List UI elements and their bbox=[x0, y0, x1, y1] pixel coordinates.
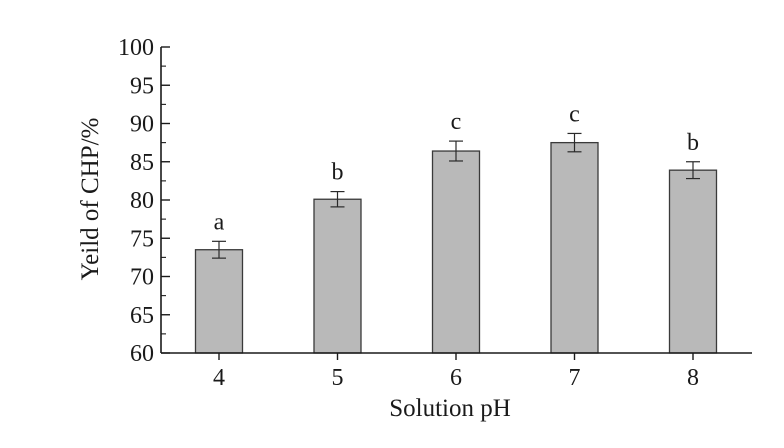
significance-label: b bbox=[332, 160, 344, 186]
significance-label: c bbox=[451, 109, 462, 135]
y-tick-label: 80 bbox=[130, 188, 154, 214]
y-tick-label: 85 bbox=[130, 150, 154, 176]
x-tick-label: 7 bbox=[569, 365, 581, 391]
y-axis-title: Yeild of CHP/% bbox=[77, 118, 104, 281]
x-tick-label: 6 bbox=[450, 365, 462, 391]
significance-label: b bbox=[687, 130, 699, 156]
x-tick-label: 8 bbox=[687, 365, 699, 391]
x-tick-label: 5 bbox=[332, 365, 344, 391]
bar bbox=[550, 141, 599, 354]
significance-label: a bbox=[214, 209, 225, 235]
y-tick-label: 70 bbox=[130, 265, 154, 291]
y-tick-label: 65 bbox=[130, 303, 154, 329]
x-axis-title: Solution pH bbox=[389, 395, 511, 422]
error-bars bbox=[212, 132, 700, 259]
x-axis-ticks: 4 5 6 7 8 bbox=[213, 353, 699, 391]
y-tick-label: 90 bbox=[130, 112, 154, 138]
significance-label: c bbox=[569, 101, 580, 127]
y-tick-label: 100 bbox=[118, 35, 154, 61]
bar bbox=[668, 169, 718, 354]
bar bbox=[194, 249, 244, 354]
y-tick-label: 60 bbox=[130, 341, 154, 367]
significance-labels: a b c c b bbox=[214, 101, 699, 235]
y-tick-label: 95 bbox=[130, 73, 154, 99]
x-tick-label: 4 bbox=[213, 365, 225, 391]
bar bbox=[431, 150, 481, 354]
y-axis-ticks: 60 65 70 75 80 85 90 95 100 bbox=[118, 35, 170, 367]
bar bbox=[313, 198, 362, 354]
bars bbox=[194, 141, 718, 354]
y-tick-label: 75 bbox=[130, 226, 154, 252]
